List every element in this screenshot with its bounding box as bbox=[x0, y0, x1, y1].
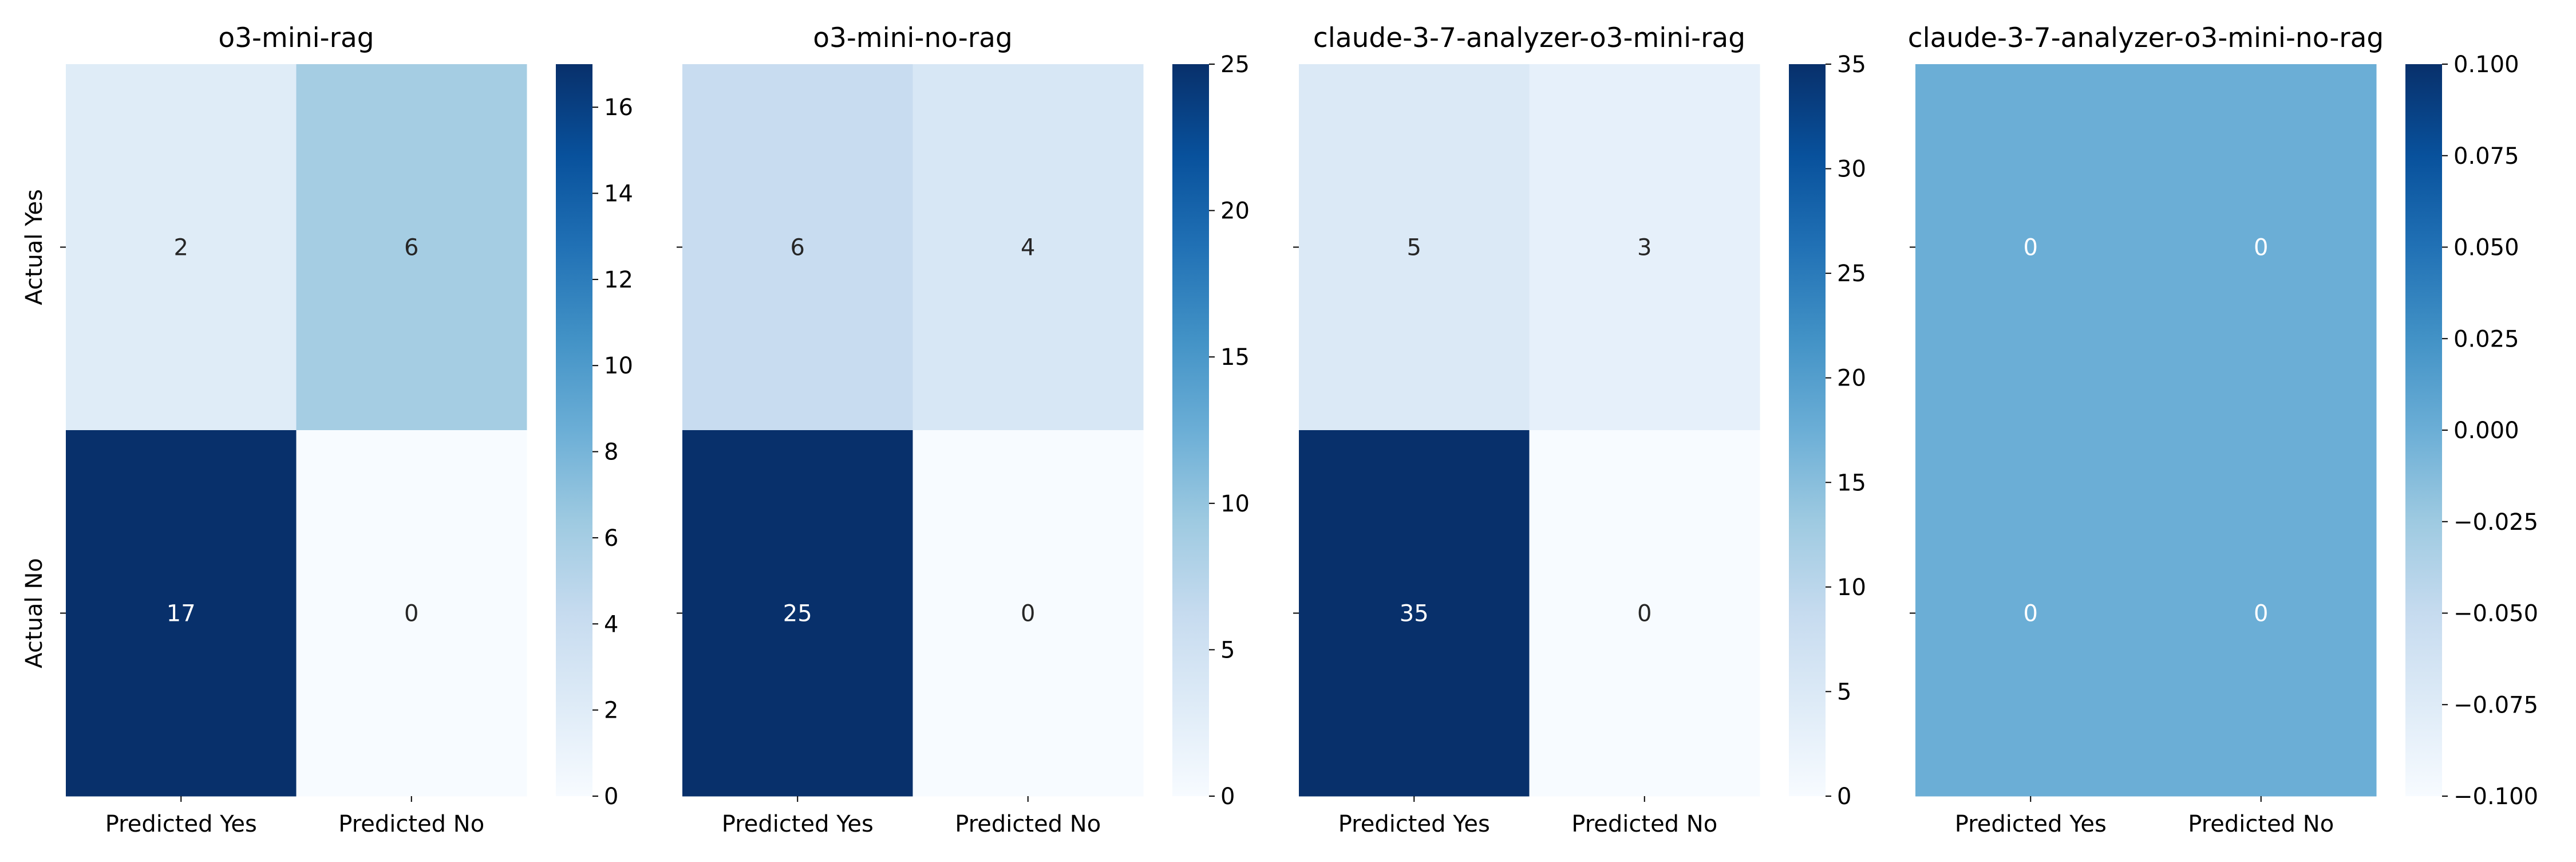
cell-value-label: 0 bbox=[2024, 235, 2038, 261]
heatmap-cell bbox=[912, 64, 1144, 431]
colorbar-tick-label: 15 bbox=[1220, 344, 1250, 371]
heatmap-cell bbox=[682, 430, 913, 797]
cell-value-label: 2 bbox=[174, 235, 188, 261]
cell-value-label: 17 bbox=[167, 601, 196, 627]
heatmap-panel-4: claude-3-7-analyzer-o3-mini-no-rag 0 0 0 0 Pr… bbox=[1908, 22, 2538, 837]
colorbar-tick-label: 12 bbox=[604, 267, 633, 293]
colorbar-tick-label: 25 bbox=[1837, 261, 1866, 287]
cell-value-label: 25 bbox=[783, 601, 812, 627]
colorbar-tick-label: 4 bbox=[604, 611, 618, 637]
heatmap-cell bbox=[1299, 430, 1530, 797]
colorbar-tick-label: 0.025 bbox=[2453, 326, 2519, 352]
heatmap-cell bbox=[66, 430, 297, 797]
chart-title: claude-3-7-analyzer-o3-mini-rag bbox=[1313, 22, 1745, 54]
heatmap-cell bbox=[296, 64, 527, 431]
cell-value-label: 6 bbox=[404, 235, 418, 261]
colorbar-tick-label: 5 bbox=[1220, 637, 1235, 663]
colorbar-tick-label: 10 bbox=[1220, 491, 1250, 517]
cell-value-label: 3 bbox=[1637, 235, 1652, 261]
colorbar-tick-label: 20 bbox=[1837, 365, 1866, 392]
x-tick-label: Predicted No bbox=[2188, 811, 2334, 837]
colorbar-tick-label: 6 bbox=[604, 525, 618, 552]
heatmap-cell bbox=[1299, 64, 1530, 431]
heatmap-cell bbox=[66, 64, 297, 431]
colorbar bbox=[1789, 64, 1826, 796]
chart-title: claude-3-7-analyzer-o3-mini-no-rag bbox=[1908, 22, 2384, 54]
cell-value-label: 0 bbox=[2254, 235, 2268, 261]
colorbar-tick-label: 0.000 bbox=[2453, 418, 2519, 444]
heatmap-cell bbox=[2146, 64, 2377, 431]
colorbar-tick-label: 30 bbox=[1837, 156, 1866, 183]
colorbar-tick-label: 0.050 bbox=[2453, 235, 2519, 261]
colorbar-tick-label: −0.100 bbox=[2453, 784, 2538, 810]
heatmap-cell bbox=[682, 64, 913, 431]
x-tick-label: Predicted No bbox=[338, 811, 484, 837]
colorbar-tick-label: 25 bbox=[1220, 52, 1250, 78]
heatmap-cell bbox=[2146, 430, 2377, 797]
colorbar-tick-label: 0.100 bbox=[2453, 52, 2519, 78]
colorbar-tick-label: 0.075 bbox=[2453, 143, 2519, 170]
cell-value-label: 0 bbox=[2254, 601, 2268, 627]
heatmap-panel-2: o3-mini-no-rag 6 4 25 0 Predicted Yes Predicte… bbox=[677, 22, 1250, 837]
heatmap-cell bbox=[1529, 430, 1760, 797]
colorbar-tick-label: 16 bbox=[604, 95, 633, 121]
heatmap-cell bbox=[296, 430, 527, 797]
x-tick-label: Predicted Yes bbox=[1338, 811, 1490, 837]
colorbar-tick-label: 2 bbox=[604, 698, 618, 724]
colorbar-tick-label: 0 bbox=[1837, 784, 1851, 810]
cell-value-label: 6 bbox=[791, 235, 805, 261]
colorbar-tick-label: 8 bbox=[604, 439, 618, 466]
colorbar bbox=[2405, 64, 2442, 796]
colorbar bbox=[1172, 64, 1209, 796]
cell-value-label: 4 bbox=[1021, 235, 1035, 261]
x-tick-label: Predicted Yes bbox=[1955, 811, 2107, 837]
chart-title: o3-mini-no-rag bbox=[813, 22, 1013, 54]
cell-value-label: 0 bbox=[1021, 601, 1035, 627]
cell-value-label: 5 bbox=[1407, 235, 1421, 261]
colorbar-tick-label: −0.050 bbox=[2453, 601, 2538, 627]
heatmap-cell bbox=[912, 430, 1144, 797]
x-tick-label: Predicted Yes bbox=[722, 811, 874, 837]
colorbar-tick-label: 10 bbox=[1837, 574, 1866, 601]
colorbar-tick-label: 5 bbox=[1837, 679, 1851, 705]
cell-value-label: 0 bbox=[1637, 601, 1652, 627]
x-tick-label: Predicted No bbox=[955, 811, 1101, 837]
heatmap-panel-3: claude-3-7-analyzer-o3-mini-rag 5 3 35 0 Pred… bbox=[1293, 22, 1866, 837]
cell-value-label: 0 bbox=[404, 601, 418, 627]
colorbar-tick-label: 14 bbox=[604, 181, 633, 207]
colorbar-tick-label: 35 bbox=[1837, 52, 1866, 78]
colorbar-tick-label: 15 bbox=[1837, 470, 1866, 496]
colorbar-tick-label: −0.025 bbox=[2453, 509, 2538, 536]
cell-value-label: 0 bbox=[2024, 601, 2038, 627]
y-tick-label: Actual Yes bbox=[21, 189, 48, 305]
x-tick-label: Predicted Yes bbox=[105, 811, 257, 837]
y-tick-label: Actual No bbox=[21, 558, 48, 668]
colorbar bbox=[556, 64, 592, 796]
colorbar-tick-label: 20 bbox=[1220, 198, 1250, 225]
heatmap-cell bbox=[1915, 64, 2146, 431]
x-tick-label: Predicted No bbox=[1571, 811, 1717, 837]
heatmap-panel-1: o3-mini-rag 2 6 17 0 Predicted Yes Predicted N… bbox=[21, 22, 633, 837]
chart-title: o3-mini-rag bbox=[218, 22, 374, 54]
heatmap-cell bbox=[1915, 430, 2146, 797]
colorbar-tick-label: −0.075 bbox=[2453, 692, 2538, 718]
colorbar-tick-label: 0 bbox=[1220, 784, 1235, 810]
colorbar-tick-label: 0 bbox=[604, 784, 618, 810]
heatmap-cell bbox=[1529, 64, 1760, 431]
cell-value-label: 35 bbox=[1400, 601, 1429, 627]
colorbar-tick-label: 10 bbox=[604, 353, 633, 379]
